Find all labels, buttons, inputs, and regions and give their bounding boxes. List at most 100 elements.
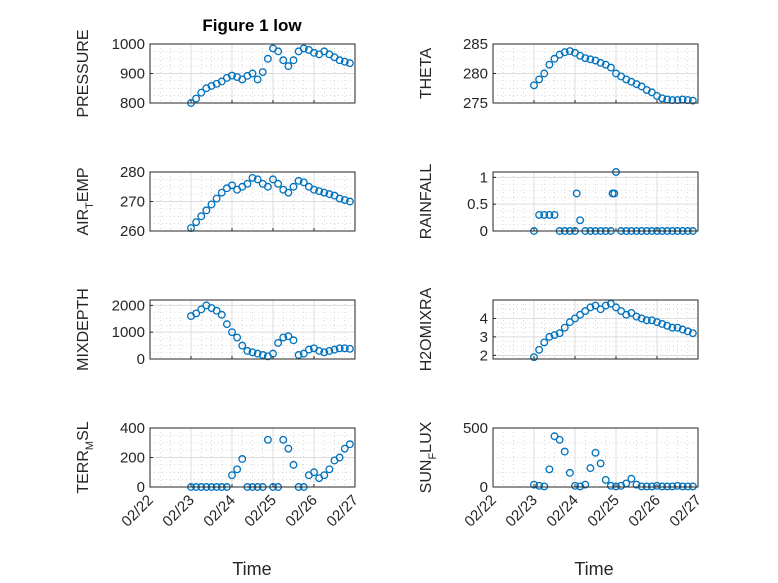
h2omixra-point [565,318,574,327]
sun_flux-y-tick-label: 500 [463,420,488,437]
pressure-point [340,57,349,66]
h2omixra-point [560,323,569,332]
h2omixra-point [632,312,641,321]
h2omixra-y-axis-label: H2OMIXRA [418,287,435,371]
pressure-point [253,75,262,84]
air_temp-point [325,190,334,199]
subplot-mixdepth: 0 1000 2000 MIXDEPTH [75,288,356,371]
theta-point [606,63,615,72]
sun_flux-x-tick-label: 02/24 [543,492,582,531]
mixdepth-point [345,344,354,353]
sun_flux-point [535,481,544,490]
x-axis-label-left: Time [232,559,271,579]
pressure-y-axis-label: PRESSURE [75,29,92,117]
pressure-point [217,77,226,86]
theta-y-tick-label: 280 [463,66,488,83]
mixdepth-point [279,333,288,342]
terr_msl-point [279,435,288,444]
terr_msl-y-axis-label: TERRMSL [75,421,96,493]
x-axis-label-right: Time [574,559,613,579]
air_temp-point [228,181,236,190]
rainfall-point [550,210,559,219]
mixdepth-point [289,336,298,345]
sun_flux-point [560,447,569,456]
mixdepth-point [228,328,236,337]
sun_flux-point [658,482,667,491]
theta-y-axis-label: THETA [418,48,435,100]
sun_flux-point [591,448,600,457]
mixdepth-point [315,347,324,355]
terr_msl-y-tick-label: 400 [120,420,145,437]
h2omixra-point [540,338,549,347]
mixdepth-y-tick-label: 2000 [112,297,145,314]
mixdepth-point [340,344,349,353]
sun_flux-point [555,435,564,444]
pressure-point [263,54,272,63]
h2omixra-axes-frame [492,299,699,360]
pressure-point [258,68,267,76]
rainfall-y-axis-label: RAINFALL [418,164,435,240]
terr_msl-point [233,465,242,474]
terr_msl-point [310,468,318,477]
sun_flux-point [683,482,692,491]
terr_msl-x-tick-label: 02/26 [282,492,321,531]
h2omixra-point [581,307,590,316]
rainfall-point [545,210,554,219]
terr_msl-y-tick-label: 200 [120,450,145,467]
theta-point [535,75,544,84]
theta-y-tick-label: 275 [463,95,488,112]
sun_flux-point [632,480,641,489]
theta-point [581,54,590,63]
terr_msl-point [238,455,247,463]
air_temp-point [299,178,308,187]
air_temp-point [192,218,201,227]
theta-point [596,58,605,67]
air_temp-y-axis-label: AIRTEMP [75,167,96,235]
h2omixra-point [637,314,646,323]
terr_msl-point [263,435,272,444]
mixdepth-point [238,341,247,350]
pressure-point [345,59,354,68]
subplot-theta: 275 280 285 THETA [418,36,699,112]
pressure-point [238,75,247,84]
pressure-y-tick-label: 800 [120,95,145,112]
sun_flux-y-axis-label: SUNFLUX [418,421,439,493]
h2omixra-point [627,308,636,317]
theta-point [540,69,549,78]
air_temp-point [345,197,354,206]
terr_msl-point [340,444,349,453]
h2omixra-y-tick-label: 3 [480,329,488,346]
h2omixra-point [647,316,656,325]
mixdepth-point [284,332,293,341]
subplot-pressure: 800 900 1000 PRESSURE [75,29,356,118]
mixdepth-point [304,345,313,354]
h2omixra-point [668,323,677,332]
sun_flux-point [673,481,682,490]
pressure-point [284,62,293,71]
air_temp-point [207,200,216,209]
h2omixra-point [530,353,538,362]
theta-point [658,94,667,103]
mixdepth-point [212,306,221,315]
terr_msl-x-tick-label: 02/24 [200,492,239,531]
sun_flux-point [540,482,549,491]
sun_flux-point [678,482,687,491]
terr_msl-point [284,444,293,453]
pressure-point [228,71,236,80]
air_temp-point [212,194,221,203]
sun_flux-point [688,482,697,491]
theta-point [550,54,559,63]
sun_flux-x-tick-label: 02/26 [625,492,664,531]
h2omixra-point [688,329,697,338]
rainfall-point [540,210,549,219]
mixdepth-point [217,310,226,319]
theta-point [688,96,697,105]
mixdepth-point [274,338,283,347]
h2omixra-point [550,331,559,339]
rainfall-point [576,216,585,225]
air_temp-point [253,175,262,184]
theta-point [530,81,538,90]
mixdepth-point [233,333,242,342]
sun_flux-axes-box [492,427,699,488]
h2omixra-point [653,318,661,327]
